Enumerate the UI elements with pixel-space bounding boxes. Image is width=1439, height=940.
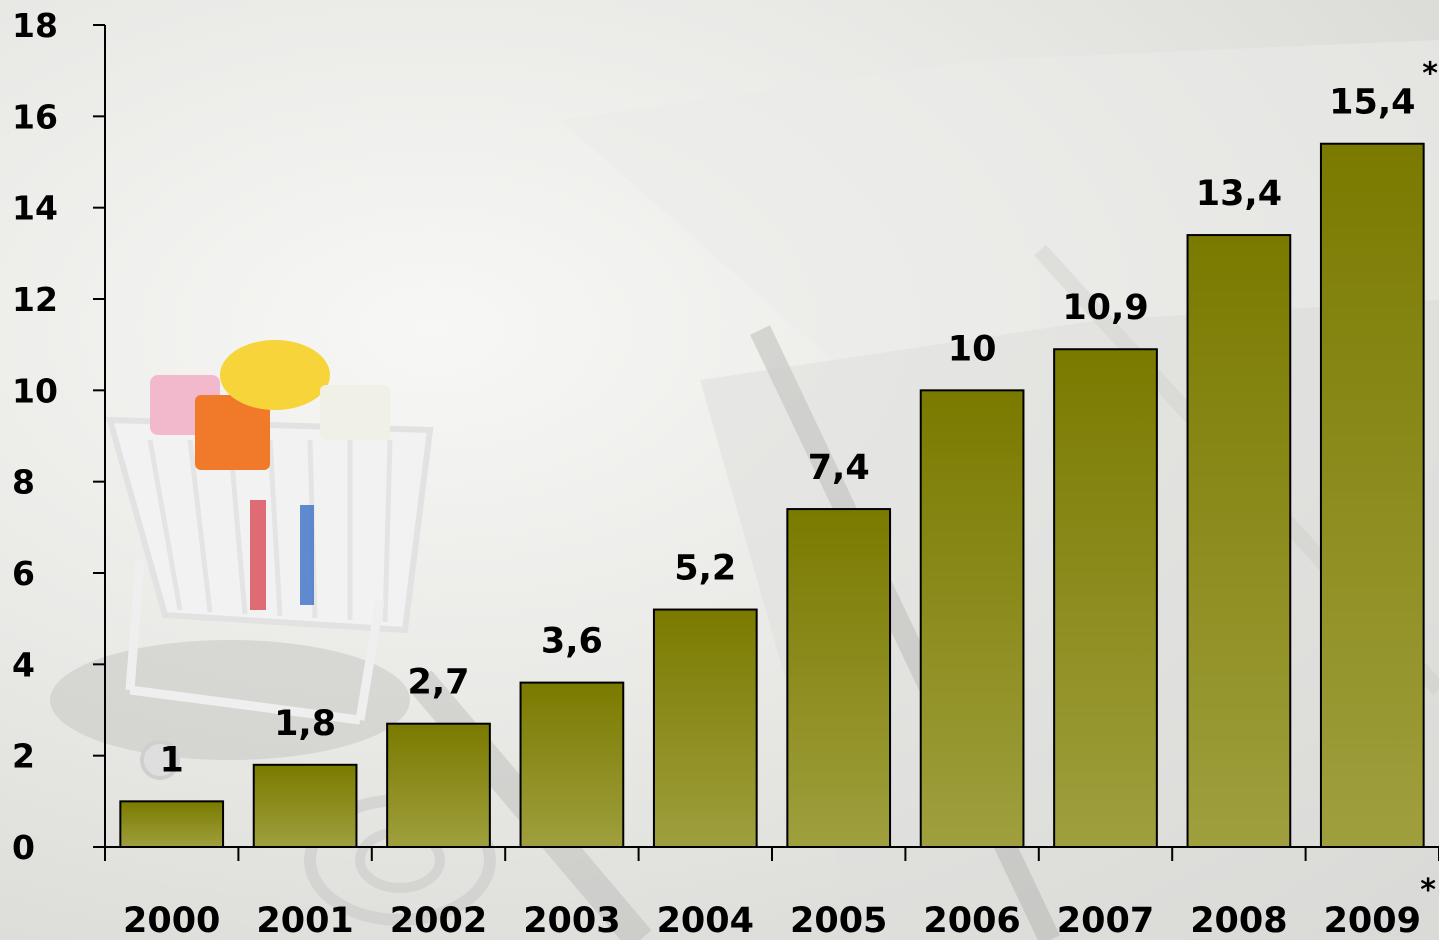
bar: [652, 608, 758, 848]
bar: [119, 800, 225, 848]
y-tick-label: 16: [12, 97, 58, 136]
bar: [786, 508, 892, 848]
x-category-label: 2001: [256, 901, 353, 940]
bar: [919, 389, 1025, 848]
bars: [119, 142, 1425, 849]
data-label: 15,4: [1329, 83, 1415, 123]
y-tick-label: 2: [12, 737, 35, 776]
y-tick-label: 6: [12, 554, 35, 593]
bar: [1053, 348, 1158, 848]
data-label: 3,6: [541, 622, 603, 662]
x-category-label: 2007: [1057, 901, 1154, 940]
x-category-label: 2006: [923, 901, 1020, 940]
data-label: 1: [160, 740, 184, 780]
x-category-label: 2009: [1324, 901, 1421, 940]
bar: [386, 722, 491, 849]
x-category-label: 2005: [790, 901, 887, 940]
bar: [1186, 234, 1292, 849]
data-label: 1,8: [274, 704, 336, 744]
data-label: 5,2: [674, 549, 736, 589]
x-category-label: 2000: [123, 901, 220, 940]
data-label-footnote-marker: *: [1422, 57, 1438, 92]
y-tick-label: 0: [12, 828, 35, 867]
data-label: 10: [948, 329, 997, 369]
y-tick-label: 14: [12, 189, 58, 228]
bar: [1319, 142, 1425, 848]
labels: 0 2 4 6 8 10 12 14 16 18 1 2000 1,8 2001 2,7 2002 3,6 200…: [12, 6, 1438, 940]
data-label: 13,4: [1196, 174, 1282, 214]
y-tick-label: 18: [12, 6, 58, 45]
x-category-label: 2004: [657, 901, 754, 940]
x-category-label: 2003: [523, 901, 620, 940]
shopping-cart-illustration: [50, 340, 434, 780]
category-footnote-marker: *: [1420, 873, 1436, 908]
y-tick-label: 4: [12, 645, 35, 684]
data-label: 10,9: [1062, 288, 1148, 328]
y-tick-label: 8: [12, 463, 35, 502]
bar: [252, 763, 358, 848]
y-tick-label: 10: [12, 371, 58, 410]
y-tick-label: 12: [12, 280, 58, 319]
x-category-label: 2002: [390, 901, 487, 940]
x-category-label: 2008: [1190, 901, 1287, 940]
bar: [519, 681, 625, 848]
data-label: 2,7: [407, 663, 469, 703]
data-label: 7,4: [808, 448, 870, 488]
